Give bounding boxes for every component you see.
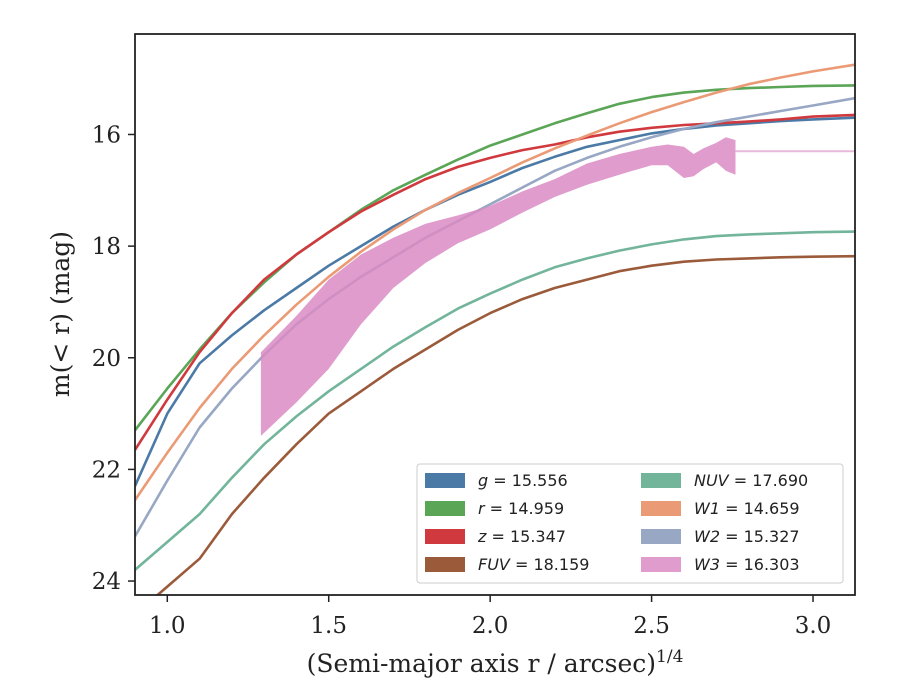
- series-line-w2: [135, 96, 855, 538]
- series-line-w1: [135, 63, 855, 501]
- legend-value-w2: = 15.327: [720, 527, 800, 546]
- y-tick-label: 24: [92, 569, 121, 595]
- y-axis-label: m(< r) (mag): [46, 231, 75, 397]
- legend-entry-z: z = 15.347: [477, 527, 566, 546]
- series-line-z: [135, 113, 855, 451]
- legend-entry-fuv: FUV = 18.159: [478, 555, 589, 574]
- y-tick-label: 18: [92, 234, 121, 260]
- legend-swatch-r: [425, 501, 465, 516]
- x-tick-label: 1.0: [149, 613, 186, 639]
- legend-value-fuv: = 18.159: [510, 555, 590, 574]
- legend-value-r: = 14.959: [485, 499, 565, 518]
- legend-swatch-fuv: [425, 557, 465, 572]
- x-tick-label: 2.0: [472, 613, 509, 639]
- legend-swatch-w1: [641, 501, 681, 516]
- legend-entry-r: r = 14.959: [478, 499, 564, 518]
- legend-entry-g: g = 15.556: [478, 471, 568, 490]
- legend-symbol-fuv: FUV: [478, 555, 511, 574]
- y-tick-label: 20: [92, 346, 121, 372]
- y-tick-label: 22: [92, 457, 121, 483]
- x-tick-label: 3.0: [795, 613, 832, 639]
- x-axis-label-exponent: 1/4: [656, 647, 683, 667]
- y-axis: 16 18 20 22 24: [92, 122, 135, 595]
- legend-swatch-w3: [641, 557, 681, 572]
- plot-frame: [134, 33, 856, 596]
- legend-box: [416, 463, 844, 584]
- legend-entry-w3: W3 = 16.303: [694, 555, 800, 574]
- legend-swatch-w2: [641, 529, 681, 544]
- legend-value-z: = 15.347: [486, 527, 566, 546]
- legend-swatch-g: [425, 473, 465, 488]
- x-axis-label: (Semi-major axis r / arcsec)1/4: [307, 647, 684, 678]
- series-line-fuv: [155, 254, 855, 595]
- y-tick-label: 16: [92, 122, 121, 148]
- legend-value-w3: = 16.303: [720, 555, 800, 574]
- legend-entry-w2: W2 = 15.327: [694, 527, 800, 546]
- legend-value-nuv: = 17.690: [729, 471, 809, 490]
- series-line-nuv: [135, 230, 855, 571]
- legend-swatch-nuv: [641, 473, 681, 488]
- x-tick-label: 1.5: [310, 613, 347, 639]
- legend-entry-w1: W1 = 14.659: [694, 499, 800, 518]
- legend-swatch-z: [425, 529, 465, 544]
- legend-symbol-w3: W3: [694, 555, 720, 574]
- series-line-g: [135, 116, 855, 487]
- series-layer: [135, 63, 855, 595]
- series-band-w3: [260, 137, 736, 436]
- legend-symbol-w1: W1: [694, 499, 720, 518]
- legend-symbol-r: r: [478, 499, 486, 518]
- legend-symbol-z: z: [477, 527, 487, 546]
- legend-value-w1: = 14.659: [720, 499, 800, 518]
- legend-value-g: = 15.556: [488, 471, 568, 490]
- legend-entry-nuv: NUV = 17.690: [694, 471, 808, 490]
- legend-symbol-nuv: NUV: [694, 471, 730, 490]
- x-axis: 1.0 1.5 2.0 2.5 3.0: [149, 595, 831, 639]
- legend-symbol-w2: W2: [694, 527, 720, 546]
- legend-symbol-g: g: [478, 471, 488, 490]
- x-tick-label: 2.5: [633, 613, 670, 639]
